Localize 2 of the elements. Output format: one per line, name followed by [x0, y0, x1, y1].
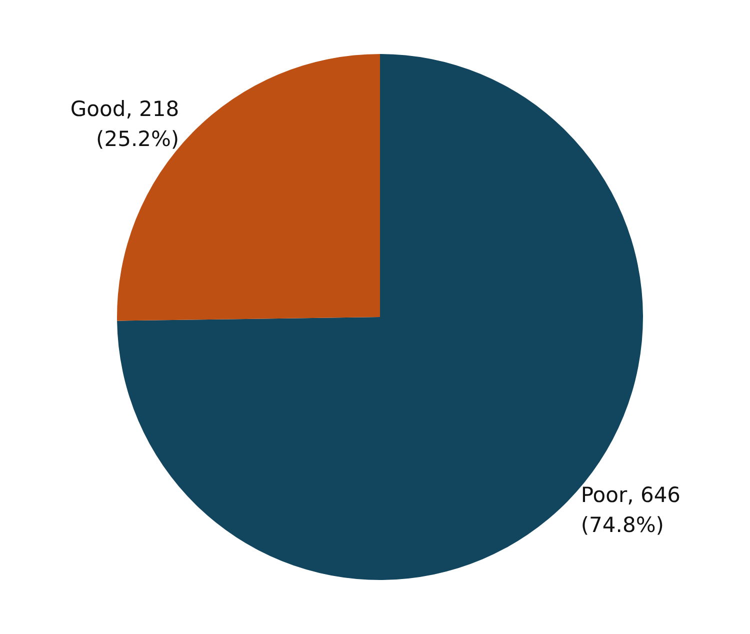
slice-label: Poor, 646 (74.8%)	[580, 483, 681, 538]
slice-label: Good, 218 (25.2%)	[70, 96, 180, 151]
